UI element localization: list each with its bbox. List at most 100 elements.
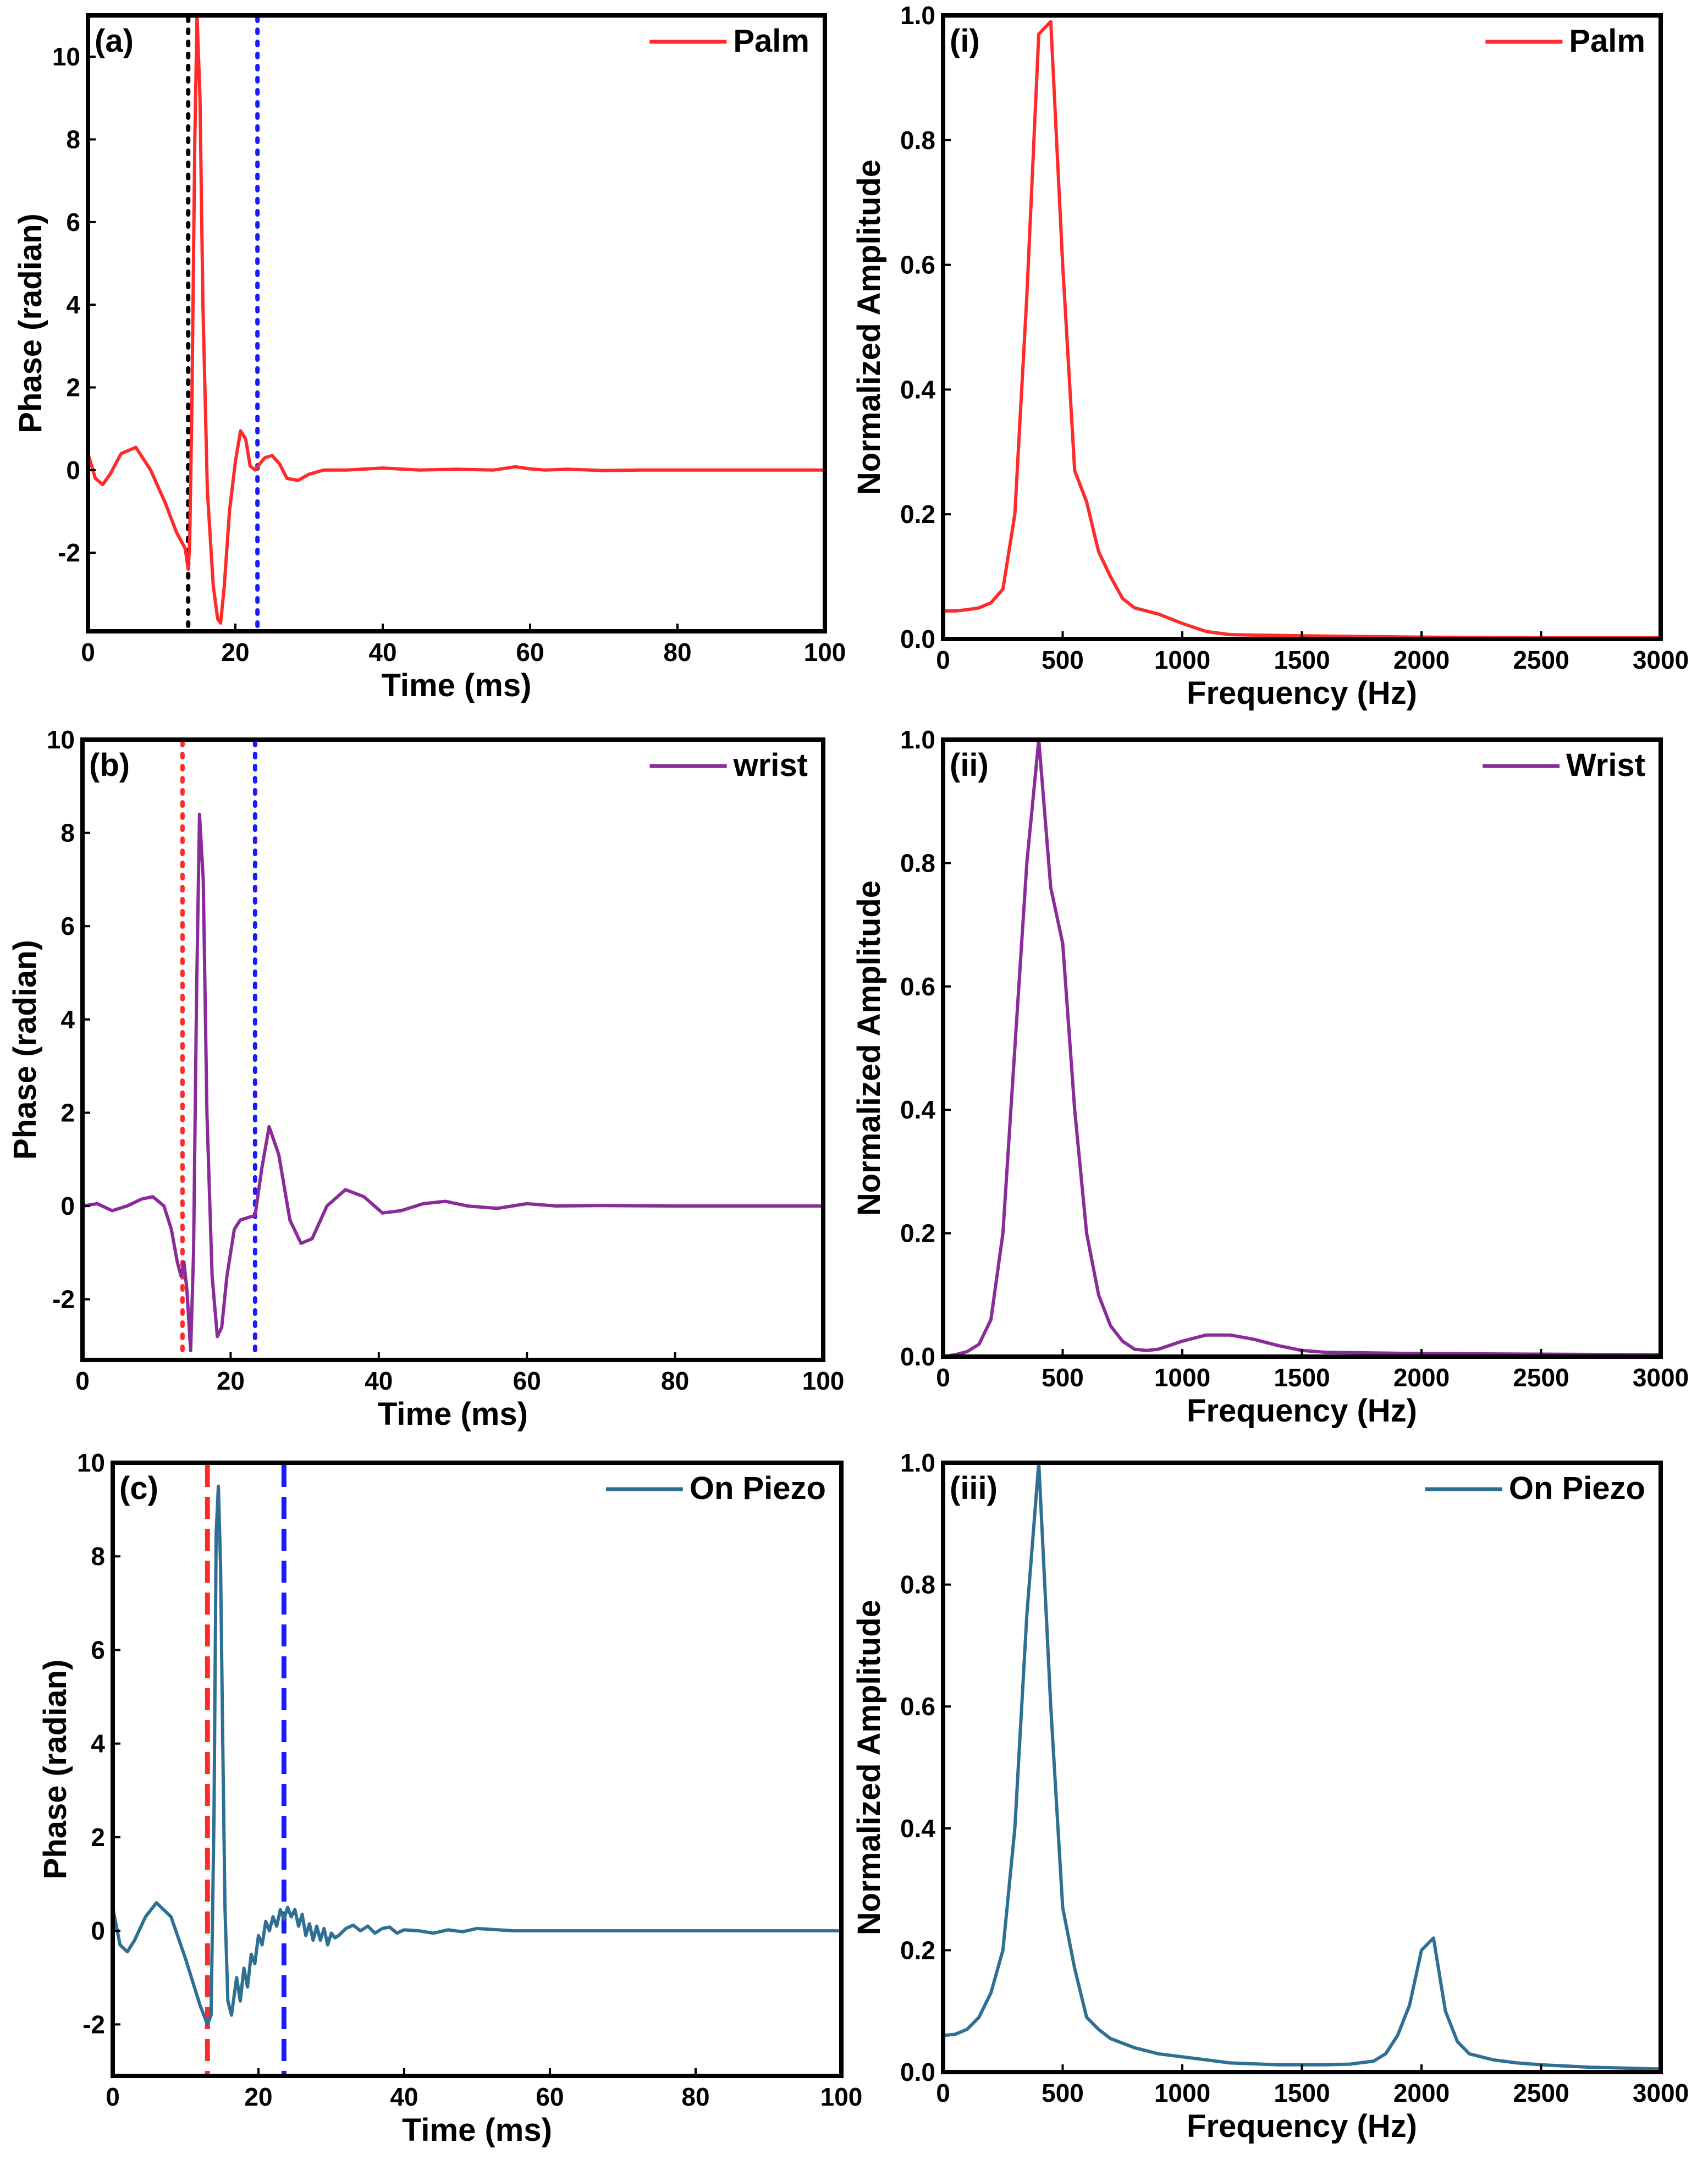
plot-frame-iii bbox=[941, 1461, 1663, 2074]
y-tick-label: 0.0 bbox=[900, 2058, 935, 2086]
chart-panel-iii: 0 500 1000 1500 2000 2500 3000 0.0 0.2 0.4 0.6 0.8 1… bbox=[851, 1448, 1689, 2144]
x-axis-title: Frequency (Hz) bbox=[1187, 2108, 1417, 2144]
y-tick-label: 0.6 bbox=[900, 972, 935, 1001]
x-tick-label: 3000 bbox=[1633, 646, 1689, 674]
plot-frame-ii bbox=[941, 737, 1663, 1359]
legend-label: On Piezo bbox=[690, 1470, 826, 1506]
x-axis-title: Frequency (Hz) bbox=[1187, 675, 1417, 711]
y-tick-label: 0.8 bbox=[900, 849, 935, 877]
y-axis-title: Normalized Amplitude bbox=[851, 159, 887, 495]
x-tick-label: 3000 bbox=[1633, 2079, 1689, 2107]
series-line-iii bbox=[943, 1463, 1661, 2071]
x-tick-label: 1000 bbox=[1154, 1363, 1210, 1392]
x-tick-label: 20 bbox=[221, 638, 249, 666]
y-tick-label: -2 bbox=[82, 2010, 105, 2039]
y-tick-label: 10 bbox=[77, 1448, 105, 1477]
y-axis-title: Phase (radian) bbox=[7, 940, 43, 1160]
plot-frame-b bbox=[80, 737, 825, 1362]
y-tick-label: 0 bbox=[66, 456, 80, 484]
series-line-a bbox=[88, 15, 825, 625]
plot-frame-c bbox=[111, 1461, 844, 2078]
series-line-c bbox=[113, 1484, 841, 2026]
x-tick-label: 60 bbox=[516, 638, 544, 666]
panel-label: (ii) bbox=[950, 747, 989, 783]
x-tick-label: 100 bbox=[804, 638, 846, 666]
x-tick-label: 0 bbox=[106, 2083, 120, 2111]
x-axis-title: Frequency (Hz) bbox=[1187, 1393, 1417, 1429]
x-tick-label: 1500 bbox=[1274, 646, 1330, 674]
x-tick-label: 80 bbox=[663, 638, 691, 666]
legend-label: On Piezo bbox=[1509, 1470, 1645, 1506]
x-tick-label: 0 bbox=[936, 1363, 950, 1392]
x-tick-label: 500 bbox=[1042, 1363, 1084, 1392]
x-tick-label: 40 bbox=[390, 2083, 418, 2111]
x-tick-label: 2000 bbox=[1393, 1363, 1450, 1392]
x-tick-label: 3000 bbox=[1633, 1363, 1689, 1392]
y-tick-label: 0.0 bbox=[900, 1342, 935, 1371]
plot-frame-a bbox=[86, 13, 827, 633]
x-tick-label: 80 bbox=[681, 2083, 709, 2111]
y-tick-label: 6 bbox=[60, 912, 75, 940]
y-tick-label: 0.4 bbox=[900, 375, 935, 404]
x-tick-label: 20 bbox=[217, 1367, 245, 1395]
x-tick-label: 40 bbox=[365, 1367, 393, 1395]
y-tick-label: 6 bbox=[66, 208, 80, 236]
legend-label: Palm bbox=[1569, 23, 1645, 59]
x-tick-label: 500 bbox=[1042, 646, 1084, 674]
y-axis-title: Normalized Amplitude bbox=[851, 1600, 887, 1935]
y-tick-label: 0 bbox=[91, 1916, 105, 1945]
x-tick-label: 60 bbox=[536, 2083, 564, 2111]
y-tick-label: 8 bbox=[91, 1542, 105, 1571]
y-axis-title: Normalized Amplitude bbox=[851, 880, 887, 1216]
y-tick-label: 0.2 bbox=[900, 500, 935, 528]
series-line-b bbox=[82, 812, 823, 1352]
y-tick-label: 2 bbox=[60, 1098, 75, 1127]
y-tick-label: 4 bbox=[60, 1005, 75, 1034]
x-tick-label: 40 bbox=[368, 638, 396, 666]
x-axis-title: Time (ms) bbox=[402, 2112, 552, 2148]
x-tick-label: 2500 bbox=[1513, 1363, 1569, 1392]
y-tick-label: 8 bbox=[66, 125, 80, 154]
x-tick-label: 2500 bbox=[1513, 2079, 1569, 2107]
x-tick-label: 1500 bbox=[1274, 2079, 1330, 2107]
x-tick-label: 2500 bbox=[1513, 646, 1569, 674]
x-tick-label: 500 bbox=[1042, 2079, 1084, 2107]
x-tick-label: 1500 bbox=[1274, 1363, 1330, 1392]
x-tick-label: 2000 bbox=[1393, 2079, 1450, 2107]
series-line-ii bbox=[943, 740, 1661, 1357]
legend-label: wrist bbox=[733, 747, 808, 783]
y-tick-label: 6 bbox=[91, 1635, 105, 1664]
panel-label: (iii) bbox=[950, 1470, 998, 1506]
x-tick-label: 0 bbox=[936, 646, 950, 674]
legend-label: Palm bbox=[733, 23, 809, 59]
x-tick-label: 1000 bbox=[1154, 646, 1210, 674]
y-tick-label: 0.6 bbox=[900, 251, 935, 279]
y-tick-label: 8 bbox=[60, 819, 75, 847]
y-tick-label: 4 bbox=[91, 1729, 105, 1758]
x-tick-label: 1000 bbox=[1154, 2079, 1210, 2107]
chart-panel-b: 0 20 40 60 80 100 -2 0 2 4 6 8 10 Time (ms) Phase (rad… bbox=[7, 725, 844, 1432]
x-tick-label: 20 bbox=[244, 2083, 272, 2111]
chart-panel-i: 0 500 1000 1500 2000 2500 3000 0.0 0.2 0.4 0.6 0.8 1… bbox=[851, 1, 1689, 711]
y-tick-label: 10 bbox=[47, 725, 75, 754]
y-axis-title: Phase (radian) bbox=[37, 1660, 73, 1880]
plot-frame-i bbox=[941, 13, 1663, 641]
x-tick-label: 2000 bbox=[1393, 646, 1450, 674]
y-tick-label: -2 bbox=[52, 1285, 75, 1314]
panel-label: (b) bbox=[89, 747, 130, 783]
y-tick-label: 0.2 bbox=[900, 1219, 935, 1248]
series-line-i bbox=[943, 20, 1661, 639]
y-tick-label: 1.0 bbox=[900, 725, 935, 754]
x-tick-label: 0 bbox=[81, 638, 95, 666]
y-tick-label: 10 bbox=[52, 42, 80, 71]
x-tick-label: 60 bbox=[513, 1367, 541, 1395]
x-tick-label: 80 bbox=[661, 1367, 689, 1395]
y-tick-label: 0.2 bbox=[900, 1936, 935, 1964]
y-tick-label: 1.0 bbox=[900, 1448, 935, 1477]
y-tick-label: 1.0 bbox=[900, 1, 935, 30]
panel-label: (c) bbox=[119, 1470, 158, 1506]
y-tick-label: -2 bbox=[58, 538, 80, 567]
panel-label: (i) bbox=[950, 23, 980, 59]
x-axis-title: Time (ms) bbox=[382, 668, 532, 703]
